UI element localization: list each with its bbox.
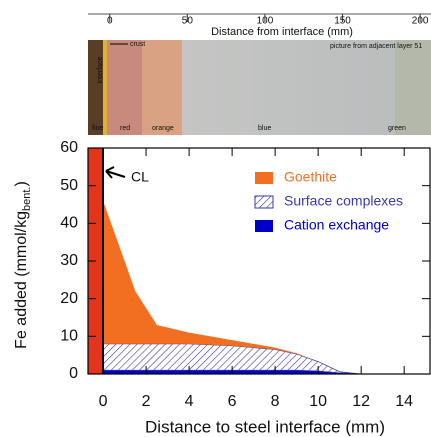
area <box>103 200 362 374</box>
photo-label: crust <box>130 41 145 48</box>
y-tick-label: 20 <box>60 290 78 307</box>
annotation-arrow <box>105 166 126 179</box>
legend-swatch <box>255 172 273 184</box>
photo-tick-label: 0 <box>107 16 113 27</box>
photo-label: picture from adjacent layer 51 <box>330 43 422 50</box>
legend-label: Surface complexes <box>284 193 403 209</box>
x-tick-label: 4 <box>185 393 194 410</box>
photo-label: fine <box>92 125 103 132</box>
photo-tick-label: 50 <box>182 16 194 27</box>
legend-label: Cation exchange <box>284 217 389 233</box>
y-tick-label: 30 <box>60 252 78 269</box>
y-tick-label: 50 <box>60 177 78 194</box>
legend-swatch <box>254 195 274 209</box>
y-tick-label: 40 <box>60 215 78 232</box>
x-tick-label: 6 <box>228 393 237 410</box>
photo-label: red <box>120 125 130 132</box>
x-tick-label: 10 <box>309 393 327 410</box>
legend-swatch <box>255 220 273 232</box>
x-axis-label: Distance to steel interface (mm) <box>145 417 385 436</box>
photo-tick-label: 150 <box>334 16 351 27</box>
x-tick-label: 0 <box>99 393 108 410</box>
x-tick-label: 14 <box>395 393 413 410</box>
photo-label: blue <box>258 125 271 132</box>
legend-label: Goethite <box>284 169 337 185</box>
y-tick-label: 0 <box>69 365 78 382</box>
annotation: CL <box>131 169 149 185</box>
x-tick-label: 12 <box>352 393 370 410</box>
photo-label: orange <box>152 125 174 132</box>
y-tick-label: 60 <box>60 139 78 156</box>
photo-label: interface <box>97 56 104 83</box>
photo-label: green <box>388 125 406 132</box>
y-axis-label: Fe added (mmol/kgbent.) <box>13 181 33 349</box>
photo-axis-label: Distance from interface (mm) <box>211 26 353 38</box>
x-tick-label: 8 <box>271 393 280 410</box>
photo-tick-label: 200 <box>412 16 429 27</box>
x-tick-label: 2 <box>142 393 151 410</box>
y-tick-label: 10 <box>60 328 78 345</box>
photo <box>88 40 431 135</box>
photo-tick-label: 100 <box>257 16 274 27</box>
